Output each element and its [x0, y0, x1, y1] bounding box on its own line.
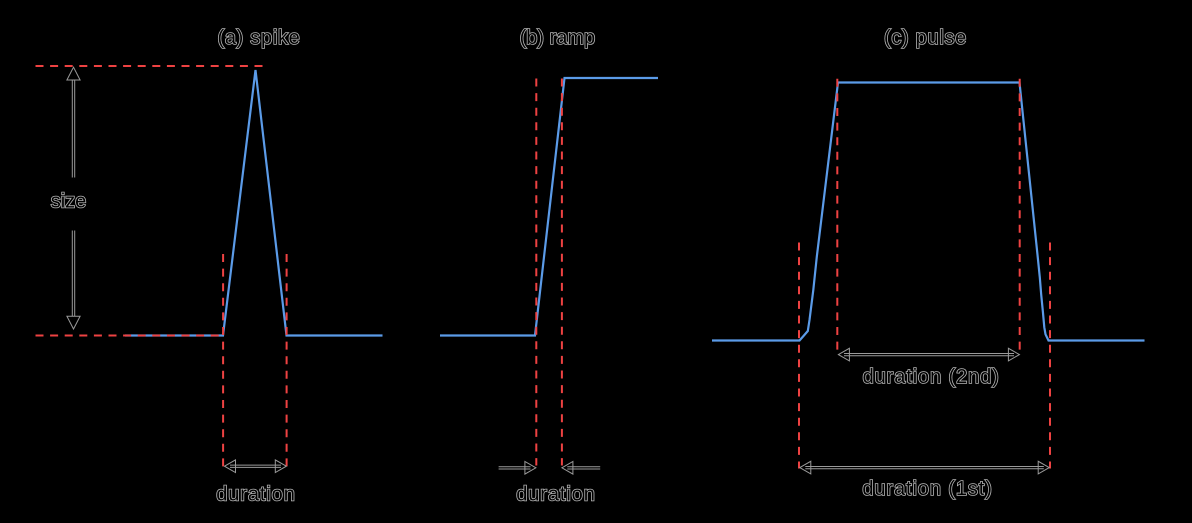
svg-text:(a) spike: (a) spike: [218, 27, 301, 49]
svg-text:duration (2nd): duration (2nd): [863, 366, 1000, 388]
svg-text:duration (1st): duration (1st): [862, 478, 992, 500]
svg-text:(b) ramp: (b) ramp: [520, 27, 596, 49]
svg-text:size: size: [51, 191, 87, 213]
svg-text:duration: duration: [216, 483, 295, 505]
svg-text:duration: duration: [516, 484, 595, 506]
svg-text:(c) pulse: (c) pulse: [884, 27, 967, 49]
